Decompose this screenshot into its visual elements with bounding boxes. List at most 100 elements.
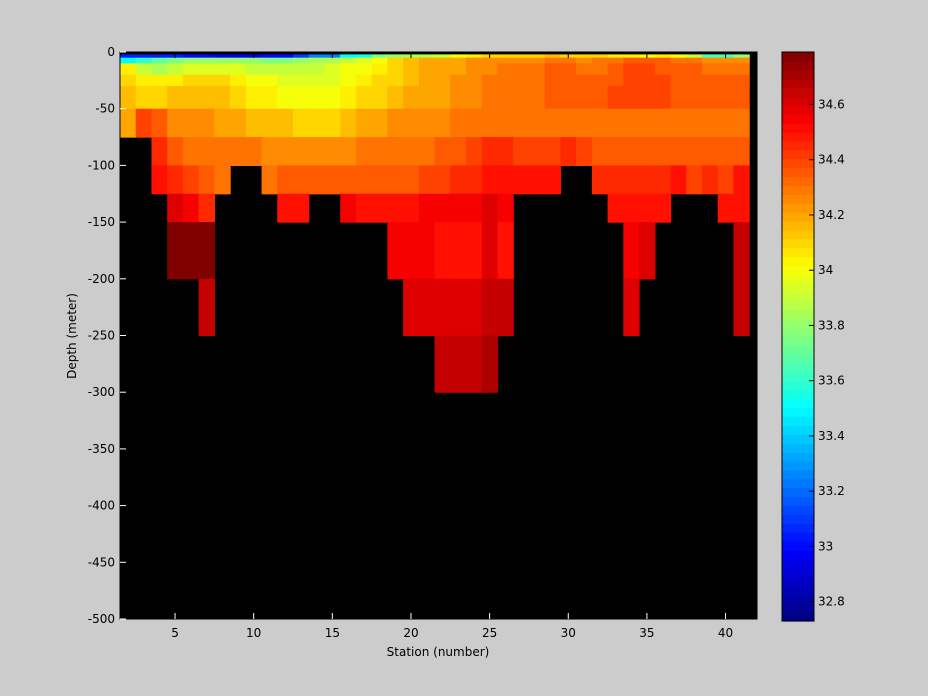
heatmap-cell xyxy=(340,108,357,138)
heatmap-cell xyxy=(230,63,247,76)
colorbar-tick-label: 33.8 xyxy=(818,318,845,332)
heatmap-cell xyxy=(576,86,593,110)
heatmap-cell xyxy=(308,165,326,195)
heatmap-cell xyxy=(245,63,263,76)
y-tick-label: -350 xyxy=(88,442,115,456)
colorbar-swatch xyxy=(782,523,814,533)
heatmap-cell xyxy=(450,108,467,138)
heatmap-cell xyxy=(466,108,483,138)
heatmap-cell xyxy=(623,63,640,76)
heatmap-cell xyxy=(654,165,672,195)
heatmap-cell xyxy=(167,193,184,223)
y-tick-label: -500 xyxy=(88,612,115,626)
heatmap-cell xyxy=(733,54,750,59)
y-tick-label: -250 xyxy=(88,329,115,343)
heatmap-cell xyxy=(418,74,436,87)
heatmap-cell xyxy=(418,278,436,337)
heatmap-cell xyxy=(717,165,735,195)
colorbar-swatch xyxy=(782,203,814,213)
y-tick-label: 0 xyxy=(107,45,115,59)
heatmap-cell xyxy=(497,165,514,195)
heatmap-cell xyxy=(544,108,561,138)
heatmap-cell xyxy=(418,108,436,138)
heatmap-cell xyxy=(340,193,357,223)
heatmap-cell xyxy=(528,57,546,64)
colorbar-swatch xyxy=(782,292,814,302)
colorbar-swatch xyxy=(782,238,814,249)
heatmap-cell xyxy=(717,57,735,64)
heatmap-cell xyxy=(544,86,561,110)
heatmap-cell xyxy=(135,74,153,87)
colorbar-swatch xyxy=(782,532,814,542)
heatmap-cell xyxy=(198,137,215,166)
heatmap-cell xyxy=(403,193,420,223)
heatmap-cell xyxy=(450,165,467,195)
heatmap-cell xyxy=(261,137,278,166)
heatmap-cell xyxy=(607,74,624,87)
heatmap-cell xyxy=(639,74,656,87)
heatmap-cell xyxy=(135,57,153,64)
heatmap-cell xyxy=(151,74,168,87)
heatmap-cell xyxy=(293,137,310,166)
heatmap-cell xyxy=(277,137,294,166)
heatmap-cell xyxy=(135,63,153,76)
heatmap-cell xyxy=(340,57,357,64)
colorbar-swatch xyxy=(782,78,814,89)
colorbar-swatch xyxy=(782,167,814,178)
heatmap-cell xyxy=(466,86,483,110)
heatmap-cell xyxy=(371,165,388,195)
heatmap-cell xyxy=(434,165,451,195)
colorbar-swatch xyxy=(782,434,814,444)
heatmap-cell xyxy=(340,86,357,110)
x-tick-label: 40 xyxy=(718,626,733,640)
heatmap-cell xyxy=(230,74,247,87)
heatmap-cell xyxy=(277,63,294,76)
heatmap-cell xyxy=(151,57,168,64)
colorbar-swatch xyxy=(782,158,814,169)
heatmap-cell xyxy=(434,278,451,337)
heatmap-cell xyxy=(387,137,404,166)
heatmap-cell xyxy=(607,108,624,138)
heatmap-cell xyxy=(403,74,420,87)
colorbar-swatch xyxy=(782,274,814,284)
heatmap-cell xyxy=(324,86,341,110)
heatmap-cell xyxy=(701,63,719,76)
heatmap-cell xyxy=(544,54,561,59)
heatmap-cell xyxy=(403,278,420,337)
heatmap-cell xyxy=(481,165,499,195)
heatmap-cell xyxy=(560,57,577,64)
colorbar-swatch xyxy=(782,478,814,489)
heatmap-cell xyxy=(277,165,294,195)
heatmap-cell xyxy=(324,57,341,64)
heatmap-cell xyxy=(355,165,373,195)
colorbar-swatch xyxy=(782,585,814,595)
heatmap-cell xyxy=(670,165,687,195)
heatmap-cell xyxy=(167,165,184,195)
heatmap-cell xyxy=(371,108,388,138)
heatmap-cell xyxy=(654,137,672,166)
heatmap-cell xyxy=(544,57,561,64)
heatmap-cell xyxy=(214,137,231,166)
heatmap-cell xyxy=(434,108,451,138)
heatmap-cell xyxy=(701,165,719,195)
heatmap-cell xyxy=(340,74,357,87)
heatmap-cell xyxy=(560,74,577,87)
heatmap-cell xyxy=(261,54,278,59)
heatmap-cell xyxy=(167,57,184,64)
colorbar-swatch xyxy=(782,318,814,329)
colorbar-swatch xyxy=(782,594,814,604)
heatmap-cell xyxy=(717,86,735,110)
colorbar-swatch xyxy=(782,309,814,320)
heatmap-cell xyxy=(639,63,656,76)
heatmap-cell xyxy=(135,54,153,59)
heatmap-cell xyxy=(450,54,467,59)
heatmap-cell xyxy=(120,86,137,110)
colorbar-swatch xyxy=(782,398,814,409)
heatmap-cell xyxy=(497,108,514,138)
heatmap-cell xyxy=(182,165,200,195)
heatmap-cell xyxy=(733,86,750,110)
heatmap-cell xyxy=(450,63,467,76)
heatmap-cell xyxy=(277,108,294,138)
heatmap-cell xyxy=(481,108,499,138)
heatmap-cell xyxy=(466,137,483,166)
